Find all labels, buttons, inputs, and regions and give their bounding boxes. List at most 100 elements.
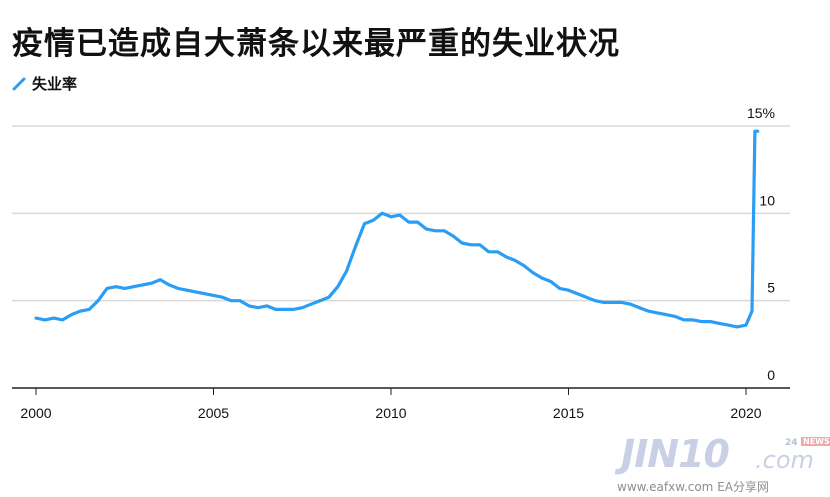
data-point <box>673 314 677 318</box>
data-point <box>756 129 760 133</box>
data-point <box>61 318 65 322</box>
watermark-badge-number: 24 <box>785 438 798 448</box>
data-point <box>220 295 224 299</box>
data-point <box>158 278 162 282</box>
data-point <box>362 222 366 226</box>
data-point <box>300 306 304 310</box>
data-point <box>34 316 38 320</box>
x-tick-label: 2005 <box>198 405 229 421</box>
data-point <box>540 276 544 280</box>
data-point <box>700 320 704 324</box>
x-tick-label: 2020 <box>730 405 761 421</box>
data-point <box>105 287 109 290</box>
data-point <box>194 290 198 294</box>
data-point <box>203 292 207 296</box>
data-point <box>593 299 597 303</box>
data-point <box>531 271 535 275</box>
data-point <box>70 313 73 317</box>
data-point <box>549 280 553 283</box>
data-point <box>638 306 641 310</box>
data-point <box>416 220 420 224</box>
data-point <box>176 287 180 290</box>
watermark-badge-text: NEWS <box>801 437 830 446</box>
data-point <box>389 215 393 219</box>
data-point <box>496 250 499 254</box>
data-point <box>451 234 455 238</box>
data-point <box>371 218 375 222</box>
data-point <box>558 287 562 290</box>
data-point <box>469 243 473 247</box>
data-point <box>247 304 251 308</box>
data-point <box>655 311 659 315</box>
data-point <box>620 301 624 304</box>
x-tick-label: 2015 <box>553 405 584 421</box>
data-point <box>327 295 331 299</box>
data-point <box>336 285 340 289</box>
data-point <box>513 259 517 262</box>
y-tick-label: 10 <box>759 192 775 208</box>
data-point <box>750 309 754 313</box>
data-point <box>487 250 491 254</box>
data-point <box>78 309 82 313</box>
legend-line-icon <box>12 77 26 90</box>
data-point <box>646 309 650 313</box>
data-point <box>584 295 588 299</box>
data-point <box>212 294 215 297</box>
data-point <box>141 283 144 287</box>
data-point <box>318 299 322 303</box>
data-point <box>265 304 269 308</box>
data-point <box>735 325 739 329</box>
legend: 失业率 <box>12 73 77 94</box>
data-point <box>309 302 313 306</box>
data-point <box>433 229 437 233</box>
y-tick-label: 5 <box>767 280 775 296</box>
unemployment-rate-line <box>34 129 760 329</box>
data-point <box>575 292 579 296</box>
data-point <box>132 285 136 289</box>
watermark-subtext: www.eafxw.com EA分享网 <box>617 480 769 494</box>
y-tick-label: 15% <box>747 105 775 121</box>
data-point <box>291 308 295 311</box>
data-point <box>425 227 428 231</box>
data-point <box>709 320 712 324</box>
y-tick-label: 0 <box>767 367 775 383</box>
data-point <box>229 299 233 303</box>
watermark-logo: JIN10 <box>621 432 730 476</box>
data-point <box>602 301 606 304</box>
data-point <box>753 129 757 133</box>
data-point <box>274 308 278 311</box>
data-point <box>167 283 171 287</box>
data-point <box>256 306 260 310</box>
data-point <box>185 288 189 292</box>
data-point <box>283 308 286 311</box>
data-point <box>629 302 633 306</box>
data-point <box>691 318 695 322</box>
data-point <box>682 318 686 322</box>
data-point <box>522 264 526 268</box>
data-point <box>149 281 153 285</box>
data-point <box>123 287 127 290</box>
data-point <box>407 220 411 224</box>
data-point <box>442 229 446 233</box>
data-point <box>460 241 464 245</box>
data-point <box>611 301 615 304</box>
data-point <box>398 213 402 217</box>
watermark: JIN10 .com 24 NEWS www.eafxw.com EA分享网 <box>615 432 830 497</box>
data-point <box>478 243 482 247</box>
data-point <box>114 285 118 289</box>
data-point <box>380 211 384 215</box>
data-point <box>52 316 56 320</box>
data-point <box>345 269 349 273</box>
data-point <box>238 299 242 303</box>
data-point <box>354 245 357 248</box>
x-tick-label: 2010 <box>375 405 406 421</box>
data-point <box>567 288 570 292</box>
data-point <box>717 321 721 325</box>
data-point <box>504 255 508 259</box>
chart-title: 疫情已造成自大萧条以来最严重的失业状况 <box>12 26 620 62</box>
data-point <box>664 313 668 317</box>
data-point <box>87 308 91 311</box>
legend-label: 失业率 <box>32 75 78 93</box>
data-point <box>43 318 47 322</box>
